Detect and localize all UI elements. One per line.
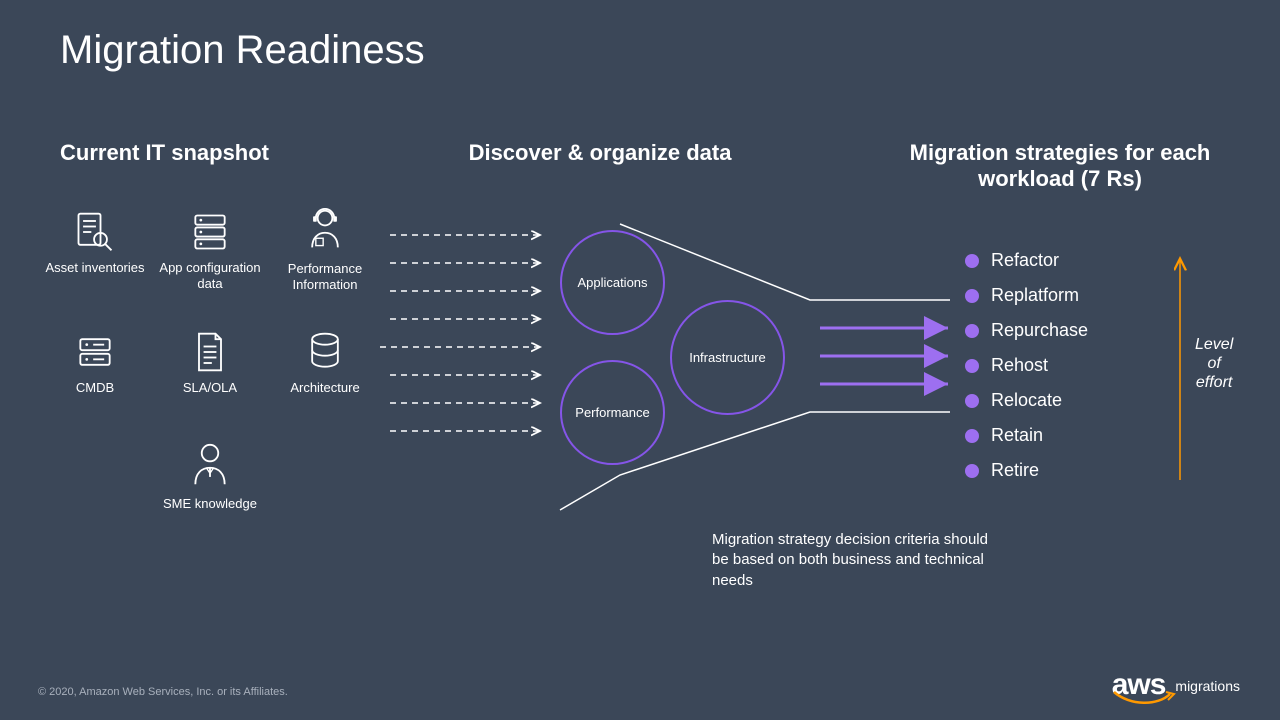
circle-performance: Performance <box>560 360 665 465</box>
aws-subtitle: migrations <box>1175 678 1240 694</box>
bullet-icon <box>965 429 979 443</box>
icon-label: Architecture <box>270 380 380 396</box>
strategy-item: Repurchase <box>965 320 1088 341</box>
circle-label: Infrastructure <box>689 350 766 365</box>
server-stack-icon <box>188 210 232 254</box>
bullet-icon <box>965 394 979 408</box>
strategy-label: Replatform <box>991 285 1079 306</box>
strategy-item: Refactor <box>965 250 1088 271</box>
strategy-list: Refactor Replatform Repurchase Rehost Re… <box>965 250 1088 495</box>
server-icon <box>73 330 117 374</box>
strategy-item: Retire <box>965 460 1088 481</box>
strategy-label: Refactor <box>991 250 1059 271</box>
icon-architecture: Architecture <box>270 330 380 396</box>
aws-logo: aws migrations <box>1112 670 1240 700</box>
strategy-item: Rehost <box>965 355 1088 376</box>
icon-sme: SME knowledge <box>155 440 265 512</box>
effort-label: Levelofeffort <box>1195 335 1233 393</box>
aws-smile-icon <box>1112 690 1176 708</box>
dashed-arrows <box>380 225 580 445</box>
bullet-icon <box>965 254 979 268</box>
col-header-strategies: Migration strategies for each workload (… <box>900 140 1220 192</box>
database-icon <box>305 330 345 374</box>
strategy-item: Retain <box>965 425 1088 446</box>
icon-label: SLA/OLA <box>155 380 265 396</box>
person-headset-icon <box>303 205 347 255</box>
bullet-icon <box>965 464 979 478</box>
footer-copyright: © 2020, Amazon Web Services, Inc. or its… <box>38 686 288 698</box>
strategy-caption: Migration strategy decision criteria sho… <box>712 530 992 591</box>
strategy-label: Rehost <box>991 355 1048 376</box>
circle-label: Applications <box>577 275 647 290</box>
document-search-icon <box>73 210 117 254</box>
col-header-discover: Discover & organize data <box>430 140 770 166</box>
strategy-item: Replatform <box>965 285 1088 306</box>
icon-label: SME knowledge <box>155 496 265 512</box>
icon-cmdb: CMDB <box>40 330 150 396</box>
icon-app-config: App configuration data <box>155 210 265 291</box>
icon-performance-info: Performance Information <box>270 205 380 292</box>
icon-label: Performance Information <box>270 261 380 292</box>
circle-label: Performance <box>575 405 649 420</box>
icon-label: Asset inventories <box>40 260 150 276</box>
icon-label: CMDB <box>40 380 150 396</box>
strategy-item: Relocate <box>965 390 1088 411</box>
strategy-label: Retire <box>991 460 1039 481</box>
col-header-snapshot: Current IT snapshot <box>60 140 360 166</box>
icon-label: App configuration data <box>155 260 265 291</box>
bullet-icon <box>965 359 979 373</box>
bullet-icon <box>965 324 979 338</box>
icon-asset-inventories: Asset inventories <box>40 210 150 276</box>
strategy-label: Retain <box>991 425 1043 446</box>
strategy-label: Repurchase <box>991 320 1088 341</box>
bullet-icon <box>965 289 979 303</box>
person-icon <box>188 440 232 490</box>
document-icon <box>190 330 230 374</box>
icon-sla: SLA/OLA <box>155 330 265 396</box>
page-title: Migration Readiness <box>60 28 425 73</box>
circle-applications: Applications <box>560 230 665 335</box>
strategy-label: Relocate <box>991 390 1062 411</box>
circle-infrastructure: Infrastructure <box>670 300 785 415</box>
